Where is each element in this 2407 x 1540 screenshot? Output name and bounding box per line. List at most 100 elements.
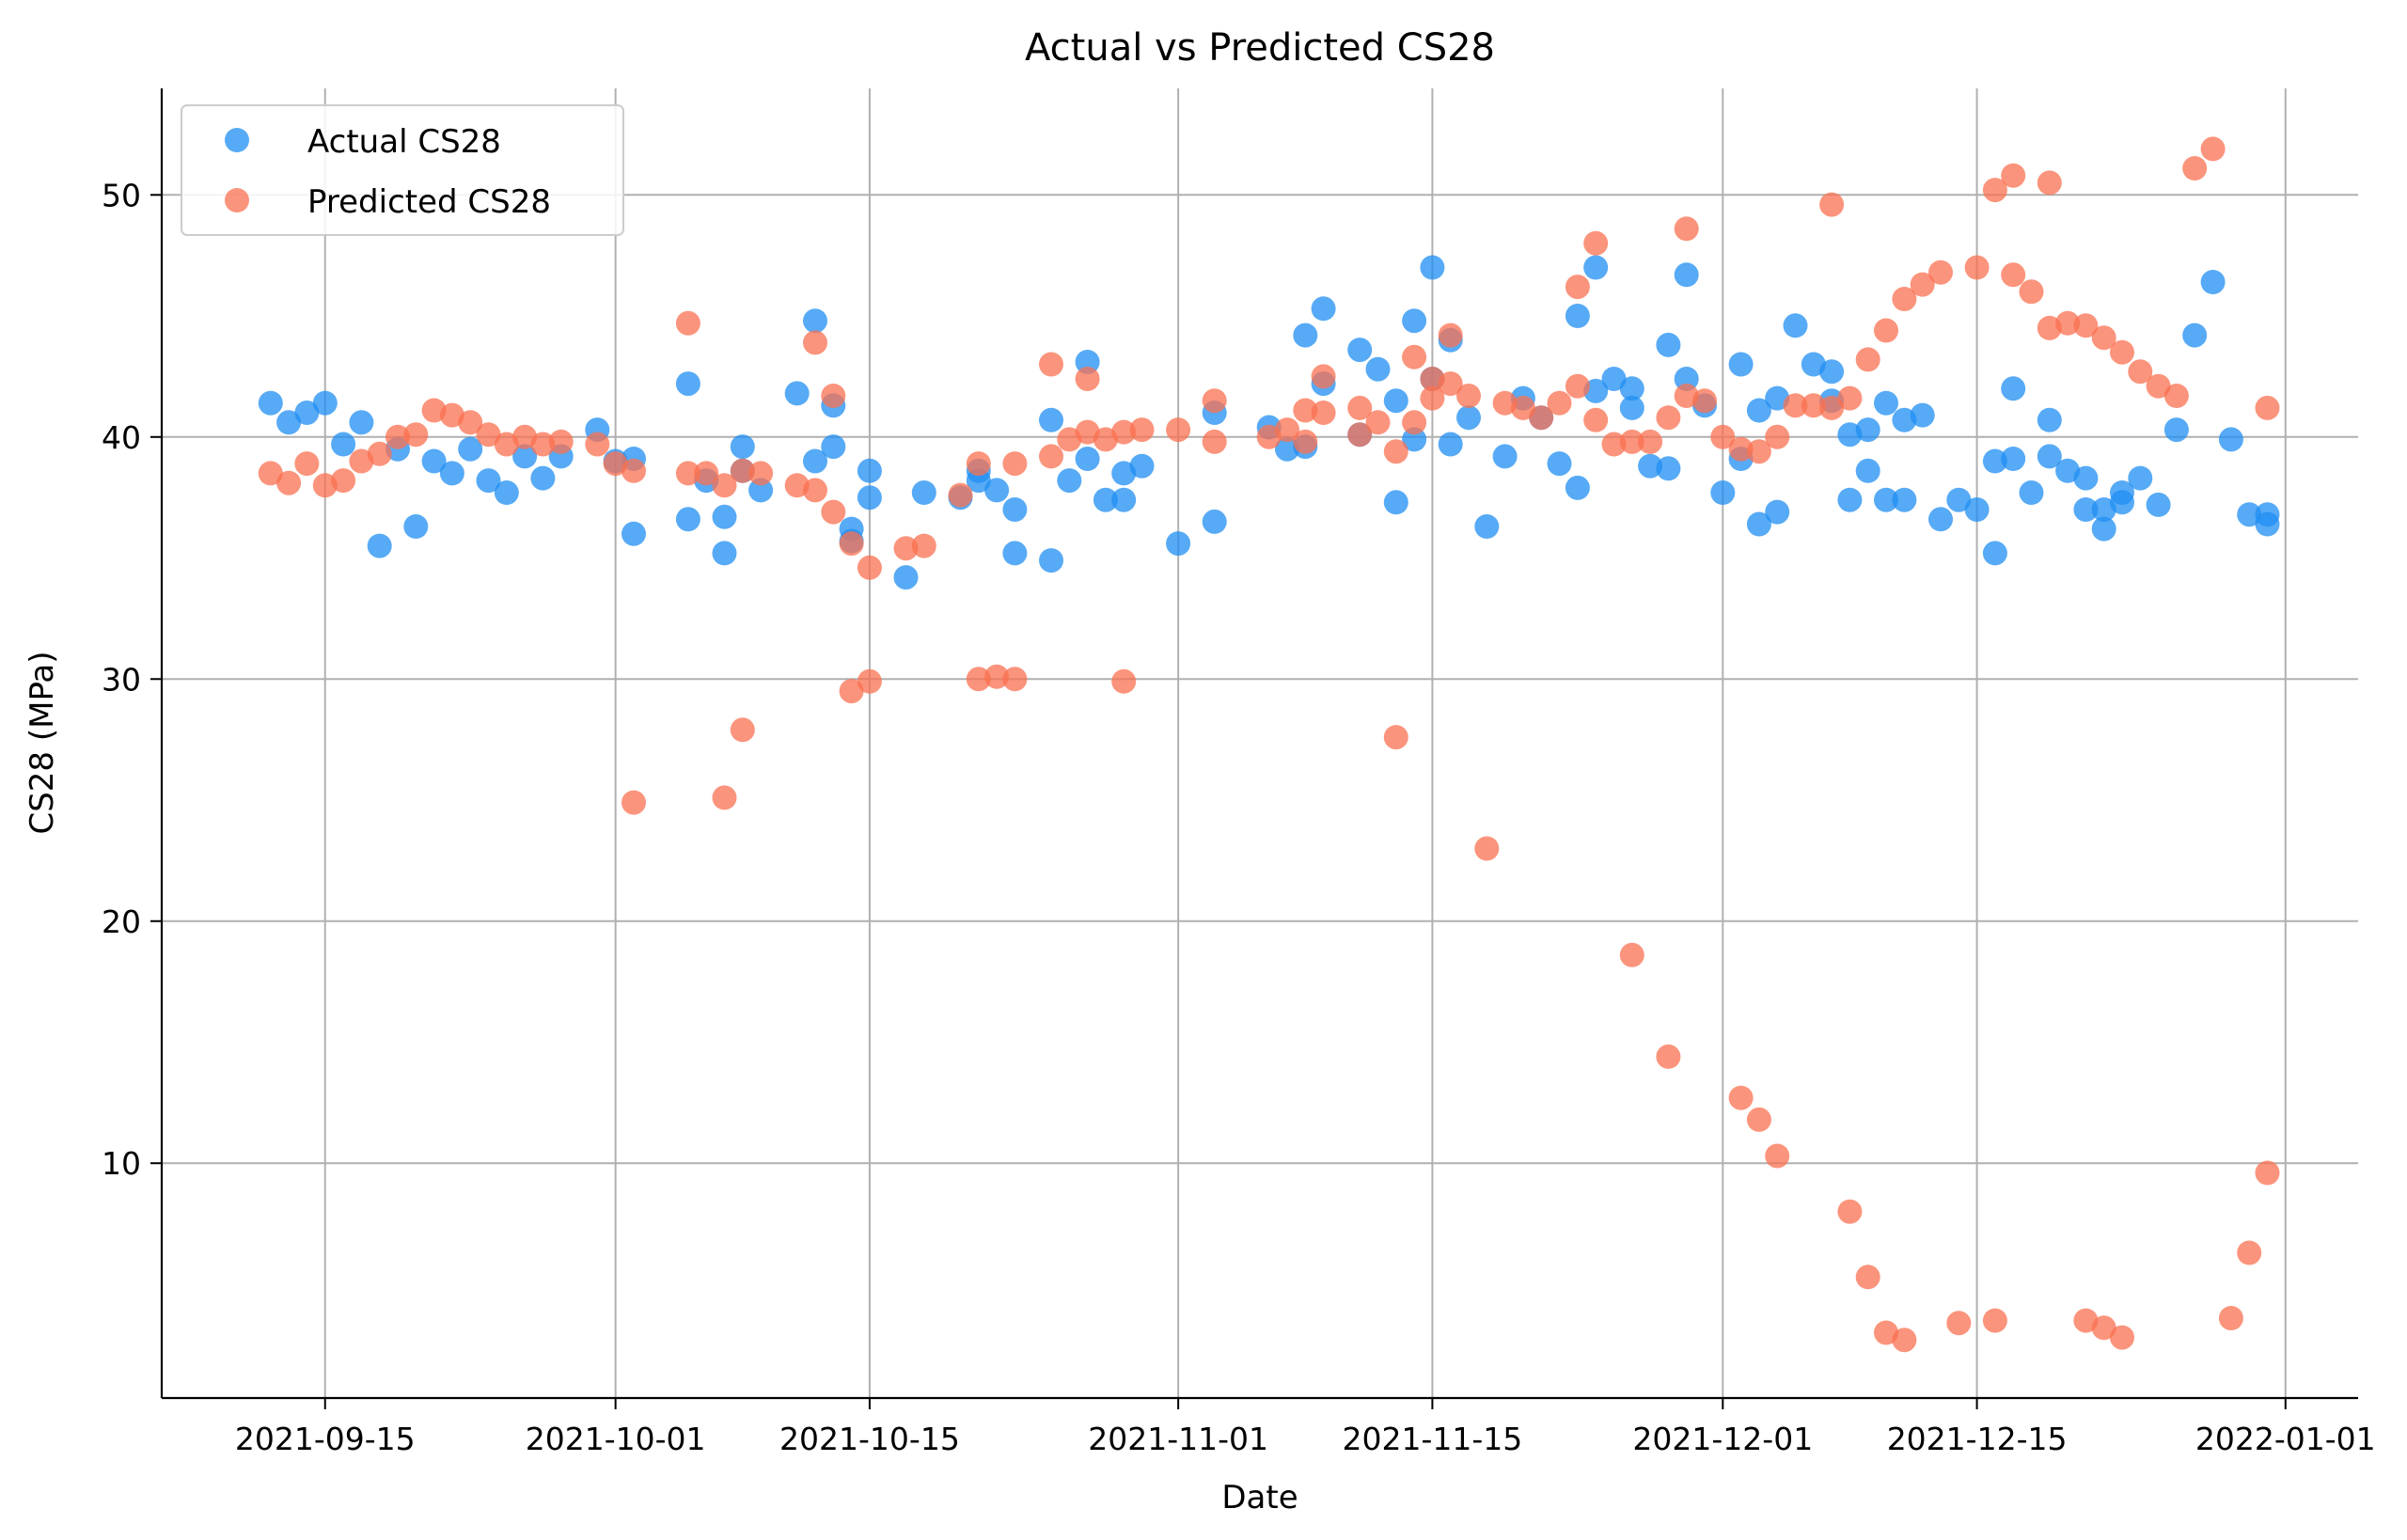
legend-marker-actual [225, 128, 249, 152]
predicted-point [948, 482, 973, 508]
predicted-point [548, 429, 574, 454]
predicted-point [1166, 417, 1191, 443]
predicted-point [803, 478, 827, 503]
actual-point [1874, 487, 1898, 512]
actual-point [1057, 468, 1082, 494]
predicted-point [1656, 405, 1681, 431]
actual-point [2073, 497, 2099, 522]
predicted-point [1383, 725, 1408, 750]
actual-point [1383, 388, 1408, 414]
x-tick-label: 2021-12-01 [1632, 1421, 1813, 1457]
actual-point [494, 480, 519, 505]
predicted-point [857, 555, 882, 580]
predicted-point [675, 310, 700, 336]
predicted-point [1275, 417, 1299, 443]
predicted-point [1710, 424, 1736, 449]
actual-point [1093, 487, 1118, 512]
predicted-point [1347, 395, 1373, 420]
actual-point [1855, 458, 1880, 483]
actual-point [1765, 499, 1790, 525]
predicted-point [1656, 1044, 1681, 1069]
actual-point [730, 434, 755, 460]
x-tick-label: 2021-12-15 [1887, 1421, 2068, 1457]
actual-point [1982, 541, 2007, 566]
predicted-point [1619, 429, 1644, 454]
actual-point [1619, 395, 1644, 420]
actual-point [675, 371, 700, 397]
predicted-point [2200, 136, 2226, 162]
actual-point [1547, 451, 1572, 477]
actual-point [857, 458, 882, 483]
legend-label-predicted: Predicted CS28 [307, 183, 551, 221]
actual-point [1129, 453, 1155, 479]
y-tick-label: 30 [102, 661, 141, 698]
predicted-point [1402, 344, 1427, 369]
actual-point [1492, 444, 1518, 469]
predicted-point [1311, 364, 1336, 389]
predicted-point [403, 422, 429, 448]
predicted-point [1529, 405, 1554, 431]
predicted-point [1456, 384, 1481, 408]
predicted-point [984, 664, 1010, 689]
predicted-point [1075, 367, 1100, 391]
actual-point [1075, 447, 1100, 471]
actual-point [331, 432, 356, 457]
actual-point [1039, 548, 1063, 574]
actual-point [2001, 376, 2026, 401]
predicted-point [1746, 439, 1771, 464]
predicted-point [821, 499, 846, 525]
predicted-point [857, 668, 882, 694]
predicted-point [2255, 1160, 2280, 1186]
actual-point [2255, 511, 2280, 537]
actual-point [2128, 465, 2153, 491]
predicted-point [2055, 310, 2081, 336]
legend-label-actual: Actual CS28 [307, 123, 501, 161]
predicted-point [730, 717, 755, 743]
predicted-point [1892, 287, 1917, 311]
actual-point [1892, 487, 1917, 512]
y-ticks: 10 20 30 40 50 [102, 177, 162, 1182]
actual-point [1601, 367, 1627, 391]
x-tick-label: 2021-11-15 [1343, 1421, 1523, 1457]
actual-point [821, 434, 846, 460]
actual-point [1910, 402, 1935, 428]
predicted-point [2146, 373, 2171, 399]
actual-point [1202, 509, 1227, 534]
predicted-point [530, 432, 556, 457]
actual-point [2200, 270, 2226, 294]
actual-point [2019, 480, 2044, 505]
actual-point [1674, 262, 1699, 288]
actual-point [1583, 255, 1609, 280]
predicted-point [2037, 170, 2062, 196]
actual-point [803, 448, 827, 474]
actual-point [1837, 487, 1863, 512]
predicted-point [1111, 668, 1137, 694]
predicted-point [1982, 178, 2007, 203]
predicted-point [258, 461, 283, 486]
predicted-point [1202, 429, 1227, 454]
x-tick-label: 2021-09-15 [235, 1421, 416, 1457]
actual-point [1982, 448, 2007, 474]
predicted-point [911, 533, 936, 558]
actual-point [748, 478, 774, 503]
actual-point [276, 410, 302, 435]
actual-point [476, 468, 501, 494]
legend-box [181, 104, 624, 236]
predicted-point [1765, 424, 1790, 449]
actual-point [1674, 367, 1699, 391]
predicted-point [1619, 942, 1644, 967]
predicted-point [1383, 439, 1408, 464]
predicted-point [2001, 163, 2026, 188]
y-tick-label: 10 [102, 1145, 141, 1182]
actual-point [1402, 427, 1427, 452]
predicted-point [2255, 395, 2280, 420]
predicted-point [585, 432, 610, 457]
x-tick-label: 2021-10-01 [526, 1421, 706, 1457]
actual-point [1420, 255, 1445, 280]
predicted-point [1438, 371, 1463, 397]
predicted-point [276, 470, 302, 495]
actual-point [1002, 497, 1028, 522]
predicted-point [712, 473, 737, 498]
actual-point [1728, 352, 1754, 377]
